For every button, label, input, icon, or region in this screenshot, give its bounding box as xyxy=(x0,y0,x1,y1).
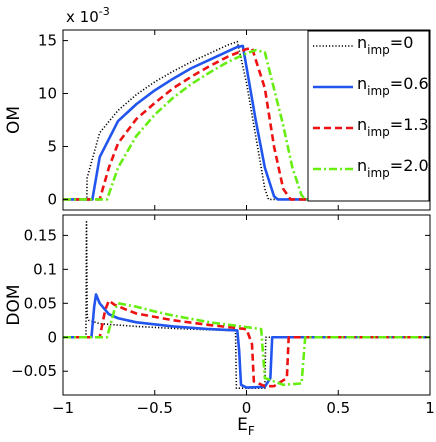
om-y-tick-label: 0 xyxy=(47,190,57,208)
dom-panel: −0.05 0 0.05 0.1 0.15 −1 −0.5 0 0.5 1 DOM xyxy=(4,214,435,417)
legend-box xyxy=(307,30,430,202)
om-plot-frame xyxy=(62,29,431,211)
dom-series-line-1 xyxy=(63,293,430,389)
x-tick-label: −1 xyxy=(52,399,74,417)
dom-plot-frame xyxy=(62,214,431,396)
om-panel: 0 5 10 15 OM nimp=0 nimp=0.6 nimp=1.3 nimp=2.0 xyxy=(4,29,431,211)
dom-axes: −0.05 0 0.05 0.1 0.15 −1 −0.5 0 0.5 1 xyxy=(11,215,435,417)
dom-y-tick-label: 0.15 xyxy=(24,226,57,244)
om-series-line-2 xyxy=(63,46,430,201)
x-tick-label: 0.5 xyxy=(326,399,350,417)
om-y-tick-label: 5 xyxy=(47,137,57,155)
dom-series-line-3 xyxy=(63,302,430,387)
om-y-tick-label: 15 xyxy=(38,32,57,50)
x-axis-label: EF xyxy=(237,415,255,438)
dom-y-tick-label: −0.05 xyxy=(11,362,57,380)
dom-y-axis-label: DOM xyxy=(4,284,24,325)
legend-label-1: nimp=0.6 xyxy=(357,74,429,98)
legend-label-0: nimp=0 xyxy=(357,33,413,57)
om-series-line-1 xyxy=(63,44,430,201)
om-y-tick-label: 10 xyxy=(38,85,57,103)
dom-series-line-2 xyxy=(63,299,430,388)
x-tick-label: −0.5 xyxy=(137,399,173,417)
dom-y-tick-label: 0.05 xyxy=(24,294,57,312)
dom-plot-area xyxy=(63,215,430,395)
om-y-axis-label: OM xyxy=(4,106,24,134)
x-tick-label: 0 xyxy=(242,399,252,417)
legend: nimp=0 nimp=0.6 nimp=1.3 nimp=2.0 xyxy=(307,30,430,202)
om-exponent-label: x 10-3 xyxy=(66,5,110,26)
legend-label-3: nimp=2.0 xyxy=(357,156,429,180)
dom-series-group xyxy=(63,220,430,390)
om-series-line-3 xyxy=(63,48,430,201)
dom-series-line-0 xyxy=(63,220,430,390)
om-series-group xyxy=(63,40,430,201)
x-tick-label: 1 xyxy=(425,399,435,417)
dom-y-tick-label: 0.1 xyxy=(33,260,57,278)
dom-y-tick-label: 0 xyxy=(47,328,57,346)
legend-entries: nimp=0 nimp=0.6 nimp=1.3 nimp=2.0 xyxy=(313,33,429,180)
legend-label-2: nimp=1.3 xyxy=(357,115,429,139)
